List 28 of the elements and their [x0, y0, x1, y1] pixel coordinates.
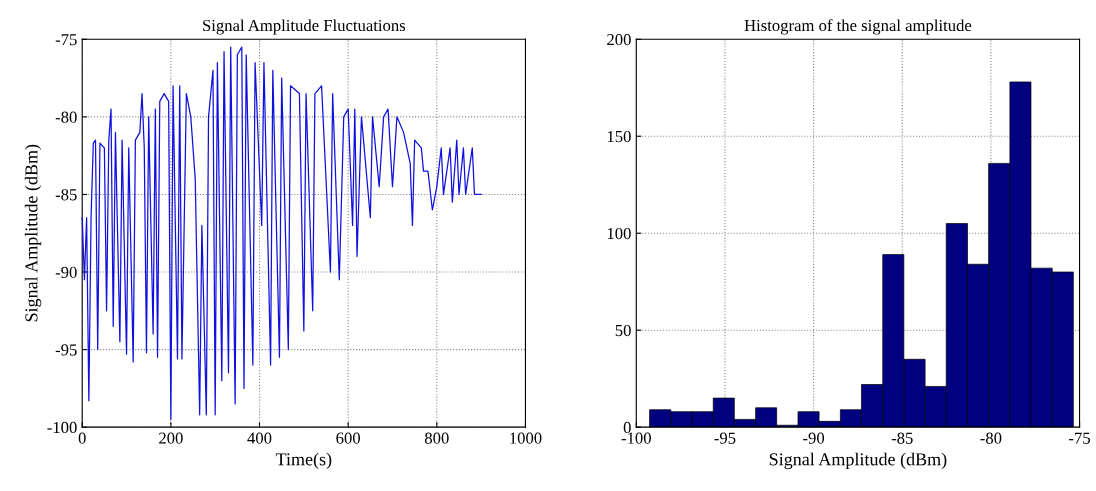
y-axis-title: Signal Amplitude (dBm): [24, 144, 42, 322]
y-tick-label: -100: [47, 421, 77, 434]
y-tick-label: -75: [55, 34, 77, 46]
x-tick-label: 0: [78, 432, 86, 444]
x-axis-title: Time(s): [275, 452, 332, 470]
y-tick-label: 50: [615, 324, 631, 337]
x-tick-label: -85: [891, 432, 913, 444]
chart-title: Signal Amplitude Fluctuations: [203, 19, 406, 35]
x-tick-label: -75: [1069, 432, 1091, 444]
y-tick-label: 0: [623, 421, 631, 434]
x-tick-label: 400: [247, 432, 272, 444]
y-tick-label: -85: [55, 189, 77, 201]
y-tick-label: 100: [607, 227, 631, 240]
x-tick-label: 600: [336, 432, 361, 444]
y-tick-label: 200: [607, 33, 631, 46]
y-tick-label: -80: [55, 111, 77, 123]
x-tick-label: 1000: [510, 432, 542, 444]
x-tick-label: 800: [424, 432, 449, 444]
chart-title: Histogram of the signal amplitude: [744, 19, 972, 35]
x-tick-label: -90: [803, 432, 825, 444]
y-tick-label: -95: [55, 344, 77, 356]
x-tick-label: -80: [980, 432, 1002, 444]
x-tick-label: 200: [159, 432, 183, 444]
line-series: [81, 46, 482, 421]
x-axis-title: Signal Amplitude (dBm): [769, 452, 947, 470]
x-tick-label: -95: [714, 432, 736, 444]
y-tick-label: -90: [55, 266, 77, 278]
y-tick-label: 150: [607, 130, 631, 143]
